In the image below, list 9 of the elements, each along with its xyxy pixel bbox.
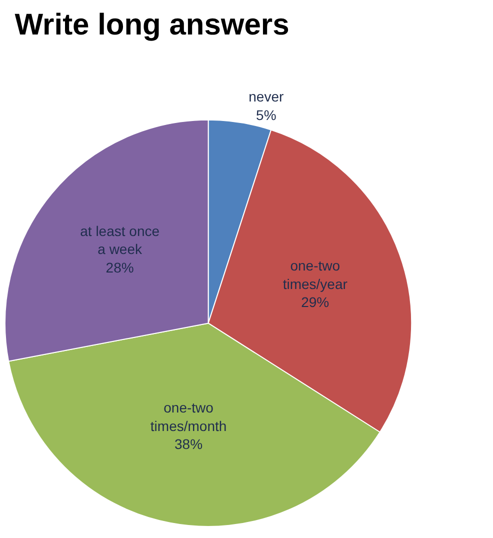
slice-label: at least once a week xyxy=(80,223,160,258)
data-label: 5% xyxy=(256,106,276,123)
data-label: 28% xyxy=(106,259,134,276)
slice-label: never xyxy=(248,88,284,105)
data-label: 29% xyxy=(301,294,330,310)
data-label: 38% xyxy=(174,436,203,452)
chart-title: Write long answers xyxy=(14,8,290,42)
slice-label: one-two times/month xyxy=(150,400,227,434)
slice-label: one-two times/year xyxy=(282,258,348,292)
